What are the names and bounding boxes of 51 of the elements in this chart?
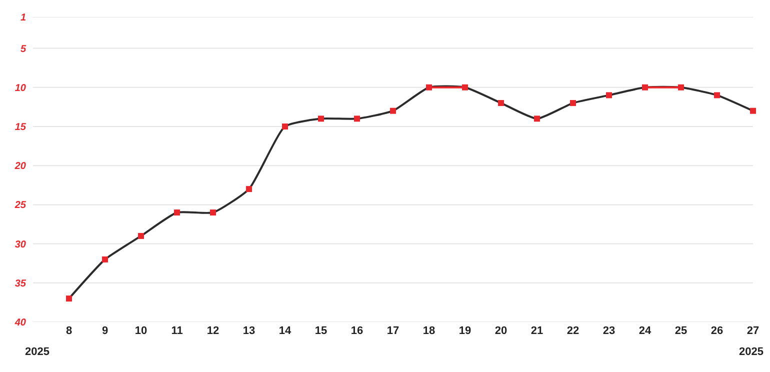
point xyxy=(678,84,684,90)
y-tick-label: 40 xyxy=(14,318,26,328)
point xyxy=(138,232,144,239)
y-tick-label: 20 xyxy=(14,161,26,172)
x-tick-label: 12 xyxy=(206,325,220,337)
x-tick-label: 11 xyxy=(171,325,183,337)
x-tick-label: 9 xyxy=(102,325,108,337)
point xyxy=(750,108,756,114)
y-tick-label: 1 xyxy=(20,12,26,24)
point xyxy=(102,256,108,262)
point xyxy=(354,116,360,122)
x-tick-label: 10 xyxy=(134,325,148,337)
x-tick-label: 22 xyxy=(566,325,580,337)
point xyxy=(462,84,468,90)
x-tick-label: 23 xyxy=(602,325,616,337)
x-tick-label: 27 xyxy=(746,325,760,337)
y-tick-label: 15 xyxy=(14,122,26,133)
text: 2025 xyxy=(25,346,50,358)
point xyxy=(282,123,288,130)
x-tick-label: 16 xyxy=(350,325,364,337)
y-tick-label: 35 xyxy=(14,278,26,290)
x-tick-label: 15 xyxy=(314,325,328,337)
text: 2025 xyxy=(739,346,764,358)
x-tick-label: 20 xyxy=(494,325,508,337)
y-tick-label: 10 xyxy=(14,82,26,94)
x-tick-label: 21 xyxy=(530,325,544,337)
x-tick-label: 13 xyxy=(242,325,256,337)
x-tick-label: 18 xyxy=(422,325,436,337)
x-tick-label: 19 xyxy=(458,325,472,337)
point xyxy=(390,108,396,114)
point xyxy=(606,92,612,98)
point xyxy=(570,100,576,106)
x-tick-label: 14 xyxy=(278,325,292,337)
point xyxy=(210,210,216,216)
point xyxy=(714,92,720,98)
x-tick-label: 17 xyxy=(386,325,400,337)
y-tick-label: 30 xyxy=(14,239,26,250)
point xyxy=(642,84,648,90)
point xyxy=(174,210,180,216)
point xyxy=(66,296,72,302)
x-tick-label: 26 xyxy=(710,325,724,337)
point xyxy=(534,116,540,122)
point xyxy=(246,186,252,192)
x-tick-label: 25 xyxy=(674,325,688,337)
point xyxy=(318,116,324,122)
y-tick-label: 25 xyxy=(14,200,26,212)
x-tick-label: 24 xyxy=(638,325,652,337)
y-tick-label: 5 xyxy=(20,44,26,55)
point xyxy=(426,84,432,90)
x-tick-label: 8 xyxy=(66,325,72,337)
point xyxy=(498,100,504,106)
